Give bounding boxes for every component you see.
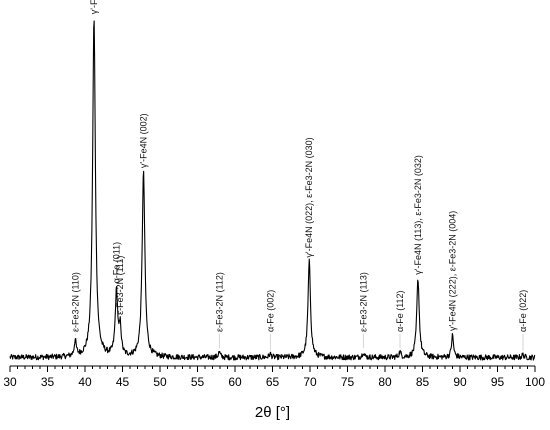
peak-annotation-label: α-Fe (002): [265, 290, 275, 332]
x-tick-label: 65: [266, 375, 280, 389]
x-tick-label: 35: [41, 375, 55, 389]
peak-annotation-label: α-Fe (011): [112, 242, 122, 284]
peak-annotation-label: α-Fe (112): [395, 290, 405, 332]
peak-annotation-label: γ'-Fe4N (002): [139, 113, 149, 168]
peak-annotation-label: γ'-Fe4N (113), ε-Fe3-2N (032): [413, 155, 423, 275]
x-tick-label: 60: [228, 375, 242, 389]
peak-annotation-label: γ'-Fe4N (022), ε-Fe3-2N (030): [304, 137, 314, 257]
x-axis-title: 2θ [°]: [255, 404, 290, 421]
x-tick-label: 85: [416, 375, 430, 389]
peak-annotation-label: ε-Fe3-2N (113): [358, 272, 368, 332]
x-tick-label: 80: [378, 375, 392, 389]
x-tick-label: 95: [491, 375, 505, 389]
peak-annotation-label: α-Fe (022): [518, 290, 528, 332]
x-tick-label: 90: [453, 375, 467, 389]
peak-annotation-label: ε-Fe3-2N (110): [70, 272, 80, 332]
peak-annotation-label: ε-Fe3-2N (112): [214, 272, 224, 332]
xrd-pattern-line: [9, 20, 536, 361]
peak-annotation-label: ε-Fe3-2N (111): [115, 256, 125, 315]
x-tick-label: 70: [303, 375, 317, 389]
x-tick-label: 45: [116, 375, 130, 389]
x-tick-label: 50: [153, 375, 167, 389]
x-tick-label: 55: [191, 375, 205, 389]
x-axis-ticks: 30 35 40 45 50 55 60 65 70 75 80 85 90 95 100: [3, 366, 545, 389]
peak-annotation-label: γ'-Fe4N (111), ε-Fe3-2N (002): [89, 0, 99, 14]
x-tick-label: 75: [341, 375, 355, 389]
peak-annotation-label: γ'-Fe4N (222), ε-Fe3-2N (004): [448, 211, 458, 331]
x-tick-label: 40: [78, 375, 92, 389]
annotation-layer: ε-Fe3-2N (110) γ'-Fe4N (111), ε-Fe3-2N (0…: [70, 0, 528, 351]
x-tick-label: 30: [3, 375, 17, 389]
x-tick-label: 100: [525, 375, 545, 389]
